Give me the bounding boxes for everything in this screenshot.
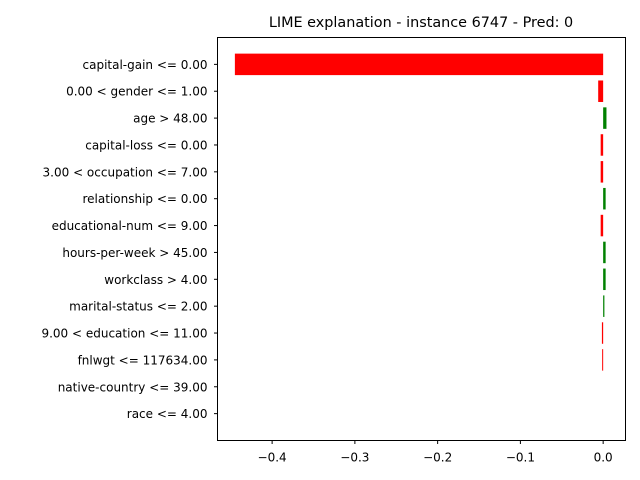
y-tick-label: educational-num <= 9.00 bbox=[52, 219, 208, 233]
bar-1 bbox=[234, 53, 604, 76]
bar-9 bbox=[603, 268, 606, 291]
x-tick-label: 0.0 bbox=[594, 451, 613, 465]
bar-10 bbox=[603, 295, 605, 317]
bar-4 bbox=[600, 134, 604, 156]
y-tick-label: hours-per-week > 45.00 bbox=[62, 246, 207, 260]
y-tick-label: capital-gain <= 0.00 bbox=[83, 58, 208, 72]
chart-title: LIME explanation - instance 6747 - Pred:… bbox=[269, 15, 573, 31]
bar-2 bbox=[598, 80, 604, 102]
y-tick-label: capital-loss <= 0.00 bbox=[85, 138, 207, 152]
y-tick-label: age > 48.00 bbox=[133, 112, 207, 126]
bar-11 bbox=[601, 322, 604, 344]
bar-12 bbox=[602, 349, 604, 371]
y-tick-label: relationship <= 0.00 bbox=[83, 192, 208, 206]
x-tick-label: −0.1 bbox=[506, 451, 535, 465]
y-tick-label: fnlwgt <= 117634.00 bbox=[78, 353, 208, 367]
x-tick-label: −0.3 bbox=[340, 451, 369, 465]
x-tick-label: −0.2 bbox=[423, 451, 452, 465]
bar-5 bbox=[600, 161, 604, 183]
y-tick-label: native-country <= 39.00 bbox=[58, 380, 208, 394]
bar-8 bbox=[603, 241, 606, 264]
bar-6 bbox=[603, 187, 606, 210]
bar-3 bbox=[603, 107, 607, 129]
y-tick-label: marital-status <= 2.00 bbox=[69, 300, 207, 314]
plot-frame bbox=[217, 37, 626, 441]
x-tick-label: −0.4 bbox=[258, 451, 287, 465]
y-tick-label: 3.00 < occupation <= 7.00 bbox=[43, 165, 208, 179]
y-tick-label: 9.00 < education <= 11.00 bbox=[41, 327, 207, 341]
y-tick-label: 0.00 < gender <= 1.00 bbox=[66, 85, 207, 99]
bar-7 bbox=[600, 214, 604, 237]
y-tick-label: race <= 4.00 bbox=[127, 407, 208, 421]
y-tick-label: workclass > 4.00 bbox=[104, 273, 207, 287]
